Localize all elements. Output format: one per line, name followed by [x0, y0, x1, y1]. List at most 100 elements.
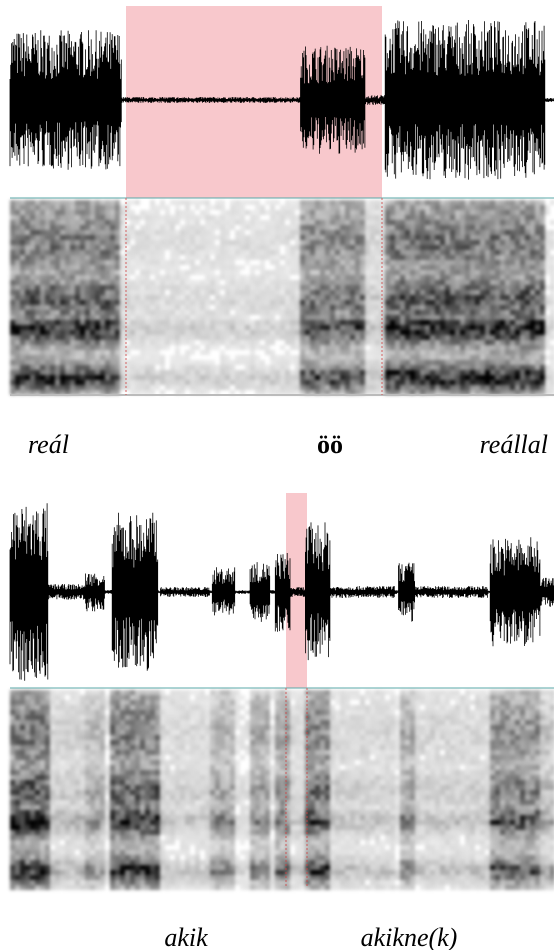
spectrogram-cell: [80, 210, 85, 215]
spectrogram-cell: [105, 285, 110, 290]
spectrogram-cell: [90, 235, 95, 240]
spectrogram-cell: [60, 775, 65, 780]
spectrogram-cell: [195, 345, 200, 350]
spectrogram-cell: [355, 305, 360, 310]
spectrogram-cell: [390, 315, 395, 320]
spectrogram-cell: [25, 345, 30, 350]
spectrogram-cell: [35, 250, 40, 255]
spectrogram-cell: [420, 335, 425, 340]
spectrogram-cell: [115, 210, 120, 215]
spectrogram-cell: [210, 215, 215, 220]
spectrogram-cell: [30, 710, 35, 715]
spectrogram-cell: [490, 355, 495, 360]
spectrogram-cell: [510, 225, 515, 230]
spectrogram-cell: [355, 340, 360, 345]
spectrogram-cell: [150, 315, 155, 320]
spectrogram-cell: [235, 270, 240, 275]
spectrogram-cell: [110, 800, 115, 805]
spectrogram-cell: [405, 240, 410, 245]
spectrogram-cell: [300, 305, 305, 310]
spectrogram-cell: [230, 255, 235, 260]
spectrogram-cell: [545, 330, 550, 335]
spectrogram-cell: [85, 705, 90, 710]
spectrogram-cell: [60, 220, 65, 225]
spectrogram-cell: [535, 235, 540, 240]
spectrogram-cell: [505, 235, 510, 240]
spectrogram-cell: [455, 355, 460, 360]
spectrogram-cell: [310, 365, 315, 370]
spectrogram-cell: [185, 225, 190, 230]
spectrogram-cell: [105, 770, 110, 775]
spectrogram-cell: [175, 385, 180, 390]
spectrogram-cell: [305, 240, 310, 245]
spectrogram-cell: [165, 335, 170, 340]
spectrogram-cell: [170, 220, 175, 225]
spectrogram-cell: [310, 290, 315, 295]
spectrogram-cell: [490, 295, 495, 300]
spectrogram-cell: [150, 255, 155, 260]
spectrogram-cell: [350, 265, 355, 270]
spectrogram-cell: [260, 375, 265, 380]
spectrogram-cell: [160, 230, 165, 235]
spectrogram-cell: [150, 295, 155, 300]
spectrogram-cell: [345, 355, 350, 360]
spectrogram-cell: [150, 355, 155, 360]
spectrogram-cell: [95, 880, 100, 885]
spectrogram-cell: [465, 285, 470, 290]
spectrogram-cell: [505, 365, 510, 370]
spectrogram-cell: [120, 290, 125, 295]
spectrogram-cell: [35, 235, 40, 240]
spectrogram-cell: [50, 345, 55, 350]
spectrogram-cell: [155, 355, 160, 360]
spectrogram-cell: [445, 365, 450, 370]
spectrogram-cell: [510, 200, 515, 205]
spectrogram-cell: [365, 295, 370, 300]
spectrogram-cell: [255, 330, 260, 335]
spectrogram-cell: [90, 375, 95, 380]
spectrogram-cell: [490, 320, 495, 325]
spectrogram-cell: [10, 310, 15, 315]
spectrogram-cell: [520, 260, 525, 265]
spectrogram-cell: [360, 210, 365, 215]
spectrogram-cell: [500, 205, 505, 210]
spectrogram-cell: [100, 885, 105, 890]
spectrogram-cell: [425, 215, 430, 220]
spectrogram-cell: [230, 330, 235, 335]
spectrogram-cell: [185, 280, 190, 285]
spectrogram-cell: [460, 360, 465, 365]
spectrogram-cell: [415, 260, 420, 265]
spectrogram-cell: [455, 265, 460, 270]
spectrogram-cell: [350, 210, 355, 215]
spectrogram-cell: [435, 335, 440, 340]
spectrogram-cell: [290, 230, 295, 235]
spectrogram-cell: [80, 215, 85, 220]
spectrogram-cell: [65, 750, 70, 755]
spectrogram-cell: [300, 255, 305, 260]
spectrogram-cell: [400, 210, 405, 215]
spectrogram-cell: [85, 375, 90, 380]
spectrogram-cell: [65, 815, 70, 820]
spectrogram-cell: [130, 340, 135, 345]
spectrogram-cell: [65, 310, 70, 315]
spectrogram-cell: [50, 800, 55, 805]
spectrogram-cell: [450, 335, 455, 340]
spectrogram-cell: [65, 360, 70, 365]
spectrogram-cell: [360, 200, 365, 205]
spectrogram-cell: [425, 365, 430, 370]
spectrogram-cell: [310, 260, 315, 265]
spectrogram-cell: [135, 290, 140, 295]
spectrogram-cell: [60, 695, 65, 700]
spectrogram-cell: [100, 255, 105, 260]
spectrogram-cell: [250, 385, 255, 390]
spectrogram-cell: [80, 320, 85, 325]
spectrogram-cell: [15, 225, 20, 230]
spectrogram-cell: [30, 295, 35, 300]
spectrogram-cell: [95, 265, 100, 270]
spectrogram-cell: [425, 295, 430, 300]
spectrogram-cell: [175, 220, 180, 225]
spectrogram-cell: [350, 360, 355, 365]
spectrogram-cell: [100, 380, 105, 385]
spectrogram-cell: [50, 700, 55, 705]
spectrogram-cell: [70, 790, 75, 795]
spectrogram-cell: [495, 215, 500, 220]
